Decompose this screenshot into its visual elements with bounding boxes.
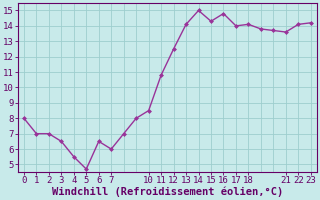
X-axis label: Windchill (Refroidissement éolien,°C): Windchill (Refroidissement éolien,°C) <box>52 187 283 197</box>
